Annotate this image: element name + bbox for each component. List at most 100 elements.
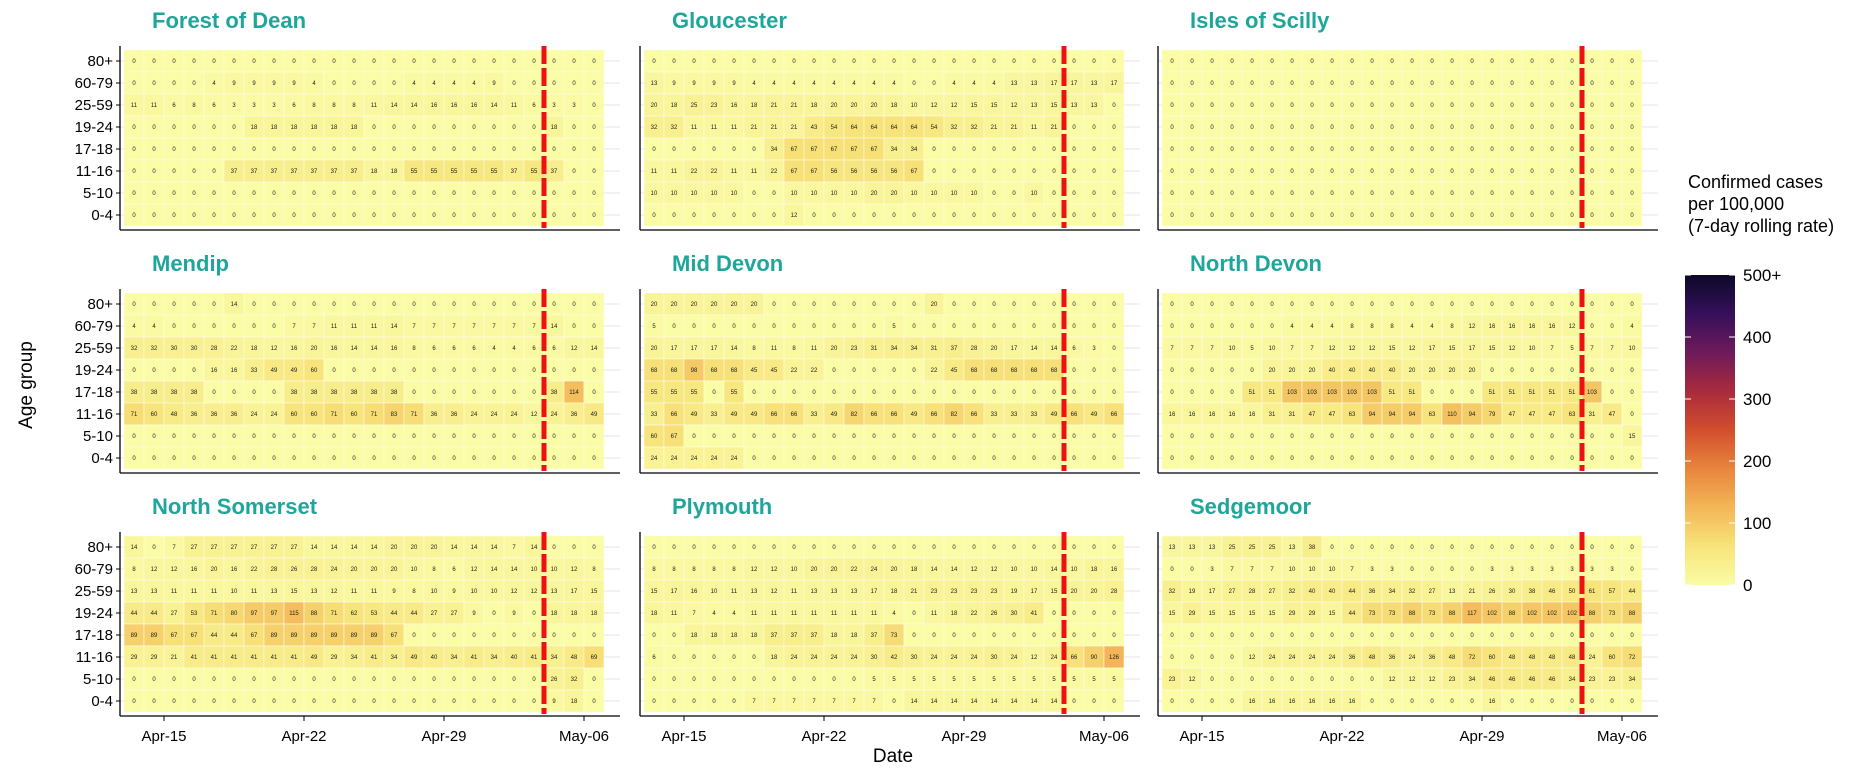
cell-value-label: 24 <box>331 567 338 573</box>
x-tick-label: May-06 <box>1597 728 1647 745</box>
cell-value-label: 0 <box>672 59 676 65</box>
cell-value-label: 24 <box>1409 655 1416 661</box>
cell-value-label: 110 <box>1447 412 1457 418</box>
cell-value-label: 0 <box>592 125 596 131</box>
cell-value-label: 0 <box>1112 59 1116 65</box>
y-tick-label: 60-79 <box>75 318 113 335</box>
cell-value-label: 18 <box>851 633 858 639</box>
cell-value-label: 13 <box>751 589 758 595</box>
cell-value-label: 0 <box>392 59 396 65</box>
cell-value-label: 0 <box>392 213 396 219</box>
cell-value-label: 0 <box>872 213 876 219</box>
cell-value-label: 18 <box>351 125 358 131</box>
cell-value-label: 54 <box>831 125 838 131</box>
cell-value-label: 20 <box>1469 368 1476 374</box>
cell-value-label: 15 <box>291 589 298 595</box>
cell-value-label: 55 <box>671 390 678 396</box>
cell-value-label: 3 <box>572 103 576 109</box>
cell-value-label: 0 <box>312 213 316 219</box>
cell-value-label: 0 <box>152 169 156 175</box>
cell-value-label: 9 <box>492 81 496 87</box>
cell-value-label: 0 <box>312 147 316 153</box>
cell-value-label: 24 <box>931 655 938 661</box>
cell-value-label: 47 <box>1609 412 1616 418</box>
cell-value-label: 56 <box>831 169 838 175</box>
cell-value-label: 68 <box>971 368 978 374</box>
cell-value-label: 37 <box>771 633 778 639</box>
cell-value-label: 0 <box>1270 125 1274 131</box>
cell-value-label: 30 <box>911 655 918 661</box>
cell-value-label: 16 <box>1329 699 1336 705</box>
legend-tick-label: 400 <box>1743 328 1771 347</box>
cell-value-label: 0 <box>572 125 576 131</box>
cell-value-label: 0 <box>1490 81 1494 87</box>
cell-value-label: 4 <box>952 81 956 87</box>
cell-value-label: 11 <box>371 324 378 330</box>
cell-value-label: 55 <box>651 390 658 396</box>
cell-value-label: 0 <box>872 59 876 65</box>
cell-value-label: 73 <box>1389 611 1396 617</box>
cell-value-label: 11 <box>771 346 778 352</box>
cell-value-label: 12 <box>771 567 778 573</box>
cell-value-label: 15 <box>1629 434 1636 440</box>
cell-value-label: 88 <box>1449 611 1456 617</box>
cell-value-label: 27 <box>171 611 178 617</box>
x-tick-label: Apr-22 <box>1319 728 1364 745</box>
cell-value-label: 21 <box>791 125 798 131</box>
cell-value-label: 36 <box>1349 655 1356 661</box>
cell-value-label: 27 <box>451 611 458 617</box>
cell-value-label: 44 <box>1349 611 1356 617</box>
cell-value-label: 0 <box>392 147 396 153</box>
cell-value-label: 37 <box>871 633 878 639</box>
cell-value-label: 16 <box>1229 412 1236 418</box>
cell-value-label: 0 <box>492 59 496 65</box>
cell-value-label: 23 <box>1169 677 1176 683</box>
cell-value-label: 21 <box>991 125 998 131</box>
y-tick-label: 25-59 <box>75 583 113 600</box>
cell-value-label: 63 <box>1569 412 1576 418</box>
panel-title-mendip: Mendip <box>152 251 229 276</box>
cell-value-label: 67 <box>391 633 398 639</box>
y-tick-label: 60-79 <box>75 561 113 578</box>
cell-value-label: 24 <box>1011 655 1018 661</box>
cell-value-label: 11 <box>671 169 678 175</box>
cell-value-label: 0 <box>512 147 516 153</box>
cell-value-label: 12 <box>1369 346 1376 352</box>
cell-value-label: 45 <box>751 368 758 374</box>
cell-value-label: 22 <box>931 368 938 374</box>
cell-value-label: 14 <box>951 567 958 573</box>
cell-value-label: 12 <box>511 589 518 595</box>
cell-value-label: 17 <box>1111 81 1118 87</box>
cell-value-label: 13 <box>1289 545 1296 551</box>
cell-value-label: 41 <box>211 655 218 661</box>
cell-value-label: 20 <box>891 191 898 197</box>
cell-value-label: 14 <box>591 346 598 352</box>
cell-value-label: 68 <box>671 368 678 374</box>
cell-value-label: 15 <box>1051 589 1058 595</box>
cell-value-label: 14 <box>491 103 498 109</box>
cell-value-label: 22 <box>791 368 798 374</box>
cell-value-label: 0 <box>672 147 676 153</box>
cell-value-label: 4 <box>872 81 876 87</box>
cell-value-label: 28 <box>1111 589 1118 595</box>
cell-value-label: 0 <box>1350 59 1354 65</box>
cell-value-label: 24 <box>551 412 558 418</box>
cell-value-label: 66 <box>891 412 898 418</box>
cell-value-label: 8 <box>312 103 316 109</box>
cell-value-label: 88 <box>1409 611 1416 617</box>
cell-value-label: 20 <box>1091 589 1098 595</box>
cell-value-label: 0 <box>552 81 556 87</box>
cell-value-label: 0 <box>932 81 936 87</box>
cell-value-label: 17 <box>1209 589 1216 595</box>
cell-value-label: 23 <box>931 589 938 595</box>
cell-value-label: 17 <box>1071 81 1078 87</box>
cell-value-label: 0 <box>1610 81 1614 87</box>
cell-value-label: 11 <box>791 611 798 617</box>
cell-value-label: 16 <box>1209 412 1216 418</box>
cell-value-label: 50 <box>1569 589 1576 595</box>
cell-value-label: 21 <box>771 103 778 109</box>
cell-value-label: 24 <box>811 655 818 661</box>
cell-value-label: 66 <box>771 412 778 418</box>
cell-value-label: 11 <box>711 125 718 131</box>
cell-value-label: 18 <box>251 346 258 352</box>
